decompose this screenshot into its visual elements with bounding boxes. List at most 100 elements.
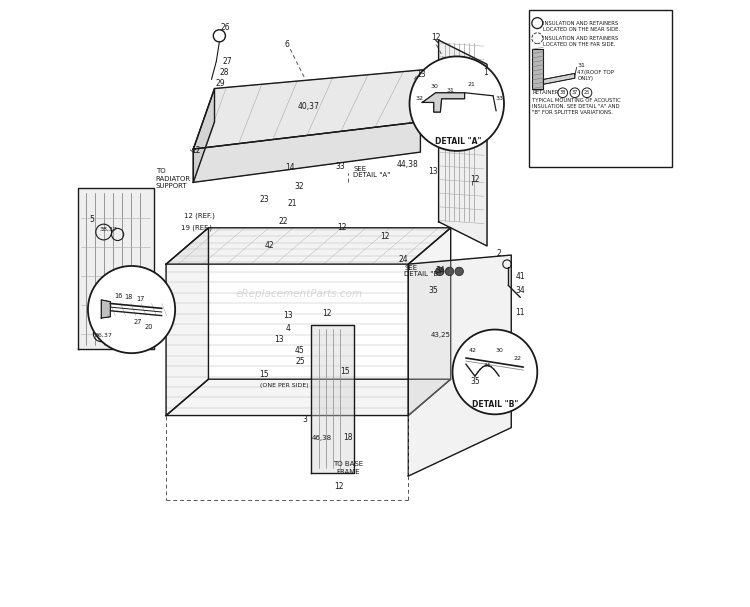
Polygon shape [101,300,110,318]
Text: 19 (REF.): 19 (REF.) [182,225,212,231]
Text: 43,25: 43,25 [430,332,451,338]
Text: 15: 15 [340,367,350,376]
Polygon shape [166,379,451,416]
Text: 35: 35 [471,376,481,385]
Text: SEE: SEE [353,166,366,172]
Polygon shape [422,93,465,112]
Text: 32: 32 [416,97,423,101]
Text: eReplacementParts.com: eReplacementParts.com [236,290,363,299]
Text: 23: 23 [260,195,269,204]
Text: 12: 12 [322,309,332,317]
Polygon shape [408,255,512,476]
Polygon shape [543,73,574,84]
Polygon shape [78,188,154,349]
Text: 32: 32 [295,181,304,191]
Text: "B" FOR SPLITTER VARIATIONS.: "B" FOR SPLITTER VARIATIONS. [532,110,614,115]
Text: 12: 12 [191,146,200,155]
Text: 12: 12 [471,175,480,184]
Text: 27: 27 [223,57,232,66]
Text: TO BASE: TO BASE [333,461,363,467]
Text: 30: 30 [430,84,438,89]
Text: 2: 2 [496,249,501,259]
Text: 21: 21 [468,82,476,87]
Text: 45: 45 [295,346,304,355]
Circle shape [410,56,504,151]
FancyBboxPatch shape [530,10,672,168]
Text: 30: 30 [495,348,503,353]
Text: 29: 29 [216,79,225,88]
Text: TO: TO [156,169,166,174]
Text: 38: 38 [560,90,566,95]
Polygon shape [532,49,543,89]
Text: 33: 33 [495,97,503,101]
Text: 17: 17 [136,296,144,302]
Circle shape [455,267,464,276]
Text: SEE: SEE [404,265,417,271]
Text: DETAIL "B": DETAIL "B" [472,399,518,409]
Text: 21: 21 [287,199,297,208]
Text: 12: 12 [430,33,440,41]
Circle shape [452,330,537,415]
Text: 35: 35 [428,286,438,294]
Text: 26: 26 [220,24,230,32]
Text: 13: 13 [274,335,284,344]
Polygon shape [166,228,208,416]
Text: 25: 25 [295,356,304,365]
Text: 12: 12 [338,223,347,232]
Text: 22: 22 [278,217,287,226]
Text: DETAIL "A": DETAIL "A" [435,137,482,146]
Text: 27: 27 [134,319,142,325]
Text: 13: 13 [416,70,426,79]
Text: RETAINER: RETAINER [532,90,559,95]
Text: 13: 13 [283,311,292,320]
Text: (ONE PER SIDE): (ONE PER SIDE) [260,383,308,388]
Text: 38,37: 38,37 [100,227,118,232]
Text: 31: 31 [483,364,491,368]
Text: 20: 20 [144,324,153,330]
Text: 18: 18 [124,294,133,300]
Text: 4: 4 [285,324,290,333]
Text: 12: 12 [334,482,344,491]
Text: 12: 12 [380,232,389,242]
Text: LOCATED ON THE NEAR SIDE.: LOCATED ON THE NEAR SIDE. [543,27,620,32]
Text: 1: 1 [483,67,488,76]
Text: 34: 34 [515,286,525,294]
Text: 31: 31 [578,63,585,68]
Text: 6: 6 [285,40,290,49]
Circle shape [436,267,444,276]
Text: LOCATED ON THE FAR SIDE.: LOCATED ON THE FAR SIDE. [543,42,616,47]
Text: 5: 5 [89,215,94,225]
Text: 42: 42 [265,241,274,250]
Text: 24: 24 [398,256,408,265]
Text: 41: 41 [515,272,525,281]
Text: 33: 33 [335,162,345,171]
Text: 11: 11 [515,308,525,317]
Text: 12 (REF.): 12 (REF.) [184,212,215,219]
Text: 46,38: 46,38 [311,435,332,441]
Text: RADIATOR: RADIATOR [156,176,191,181]
Text: INSULATION AND RETAINERS: INSULATION AND RETAINERS [543,21,619,25]
Polygon shape [439,40,487,246]
Text: DETAIL "B": DETAIL "B" [404,271,441,277]
Text: 44,38: 44,38 [397,160,418,169]
Text: 15: 15 [259,370,268,379]
Polygon shape [311,325,354,473]
Text: 13: 13 [428,167,438,176]
Text: TYPICAL MOUNTING OF ACOUSTIC: TYPICAL MOUNTING OF ACOUSTIC [532,98,621,103]
Text: 42: 42 [469,348,477,353]
Text: 3: 3 [302,415,307,424]
Text: 47(ROOF TOP: 47(ROOF TOP [578,70,614,75]
Text: ONLY): ONLY) [578,76,593,81]
Text: DETAIL "A": DETAIL "A" [353,172,391,178]
Text: INSULATION. SEE DETAIL "A" AND: INSULATION. SEE DETAIL "A" AND [532,104,620,109]
Polygon shape [194,122,421,182]
Circle shape [88,266,176,353]
Text: 36,37: 36,37 [94,333,112,337]
Text: 28: 28 [219,67,229,76]
Text: 22: 22 [513,356,521,361]
Polygon shape [194,89,214,182]
Polygon shape [194,67,451,149]
Text: 16: 16 [114,293,122,299]
Polygon shape [408,228,451,416]
Polygon shape [166,228,451,264]
